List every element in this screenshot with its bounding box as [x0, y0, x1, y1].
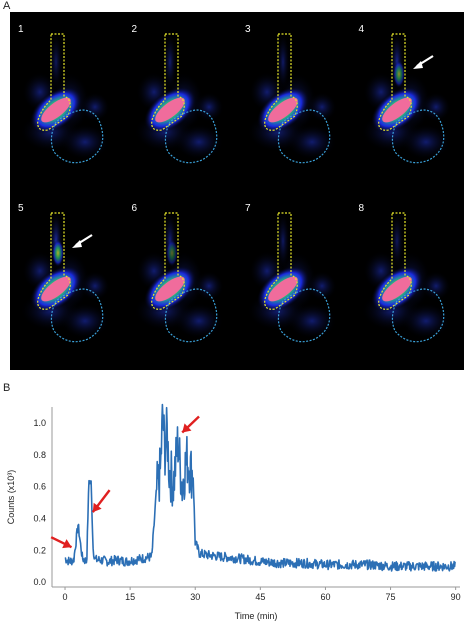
blue-roi-outline [391, 109, 444, 164]
frame-number: 8 [358, 203, 365, 214]
tube-hotspot [165, 239, 178, 267]
background-blob [173, 303, 224, 339]
background-blob [420, 92, 451, 122]
image-frame-6: 6 [123, 191, 237, 370]
tube-activity [276, 211, 290, 271]
image-frame-1: 1 [10, 12, 123, 191]
blue-roi-outline [50, 288, 104, 343]
tube-activity [162, 32, 177, 92]
frame-image [247, 32, 337, 164]
tube-activity [49, 32, 63, 92]
background-blob [400, 303, 451, 339]
frame-image [133, 211, 224, 343]
counts-time-chart: 0.0 0.2 0.4 0.6 0.8 1.0 0 15 30 45 60 75 90 Time (min… [6, 403, 461, 621]
blue-roi-outline [277, 288, 331, 343]
x-tick-label: 45 [255, 592, 265, 602]
frame-number: 3 [245, 24, 251, 35]
hot-region [41, 97, 71, 123]
background-blob [400, 124, 451, 160]
yellow-roi-outline [37, 212, 71, 310]
x-tick-label: 15 [125, 592, 135, 602]
frame-number: 5 [18, 203, 24, 214]
red-arrow-icon [181, 415, 200, 434]
x-axis-label: Time (min) [235, 611, 278, 621]
background-blob [287, 303, 337, 339]
hot-region [381, 276, 412, 302]
frame-image [360, 32, 451, 164]
background-blob [193, 271, 224, 301]
blue-roi-outline [50, 109, 104, 164]
hot-region [154, 97, 185, 123]
yellow-roi-outline [150, 33, 185, 131]
red-arrow-icon [91, 489, 111, 513]
background-blob [420, 271, 451, 301]
frame-image [20, 32, 110, 164]
white-arrow-icon [72, 234, 93, 248]
tube-hotspot [392, 60, 405, 88]
frame-image [247, 211, 337, 343]
y-axis-label: Counts (x10³) [6, 470, 16, 525]
yellow-roi-outline [264, 212, 298, 310]
tube-activity [276, 32, 290, 92]
image-frame-8: 8 [350, 191, 464, 370]
image-frame-2: 2 [123, 12, 237, 191]
y-tick-label: 0.4 [33, 514, 46, 524]
x-tick-label: 30 [190, 592, 200, 602]
frame-image [133, 32, 224, 164]
x-tick-label: 75 [386, 592, 396, 602]
yellow-roi-outline [377, 33, 412, 131]
white-arrow-icon [412, 55, 434, 69]
tube-activity [389, 211, 404, 271]
panel-a-label: A [3, 0, 11, 12]
panel-b-label: B [3, 382, 11, 394]
y-tick-label: 1.0 [33, 418, 46, 428]
yellow-roi-outline [37, 33, 71, 131]
frame-number: 4 [358, 24, 365, 35]
image-frame-5: 5 [10, 191, 123, 370]
tube-hotspot [52, 239, 64, 267]
background-blob [60, 303, 110, 339]
hot-region [41, 276, 71, 302]
x-tick-label: 60 [320, 592, 330, 602]
y-tick-label: 0.2 [33, 545, 46, 555]
y-tick-label: 0.0 [33, 577, 46, 587]
image-frame-7: 7 [237, 191, 350, 370]
hot-region [268, 276, 298, 302]
background-blob [173, 124, 224, 160]
hot-region [154, 276, 185, 302]
frame-image [360, 211, 451, 343]
image-frame-3: 3 [237, 12, 350, 191]
hot-region [381, 97, 412, 123]
x-tick-label: 0 [63, 592, 68, 602]
frame-number: 1 [18, 24, 24, 35]
frame-image [20, 211, 110, 343]
blue-roi-outline [164, 109, 217, 164]
scintigraphy-image-grid: 1 2 3 4 5 6 7 8 [10, 12, 464, 370]
image-frame-4: 4 [350, 12, 464, 191]
frame-number: 6 [131, 203, 138, 214]
yellow-roi-outline [150, 212, 185, 310]
background-blob [60, 124, 110, 160]
background-blob [307, 92, 337, 122]
y-tick-label: 0.8 [33, 450, 46, 460]
background-blob [193, 92, 224, 122]
frame-number: 7 [245, 203, 251, 214]
frame-number: 2 [131, 24, 138, 35]
series-line-counts [64, 403, 456, 572]
blue-roi-outline [277, 109, 331, 164]
blue-roi-outline [391, 288, 444, 343]
background-blob [80, 92, 110, 122]
background-blob [307, 271, 337, 301]
background-blob [80, 271, 110, 301]
hot-region [268, 97, 298, 123]
blue-roi-outline [164, 288, 217, 343]
red-arrow-icon [50, 536, 73, 549]
yellow-roi-outline [264, 33, 298, 131]
y-tick-label: 0.6 [33, 482, 46, 492]
yellow-roi-outline [377, 212, 412, 310]
x-tick-label: 90 [451, 592, 461, 602]
background-blob [287, 124, 337, 160]
